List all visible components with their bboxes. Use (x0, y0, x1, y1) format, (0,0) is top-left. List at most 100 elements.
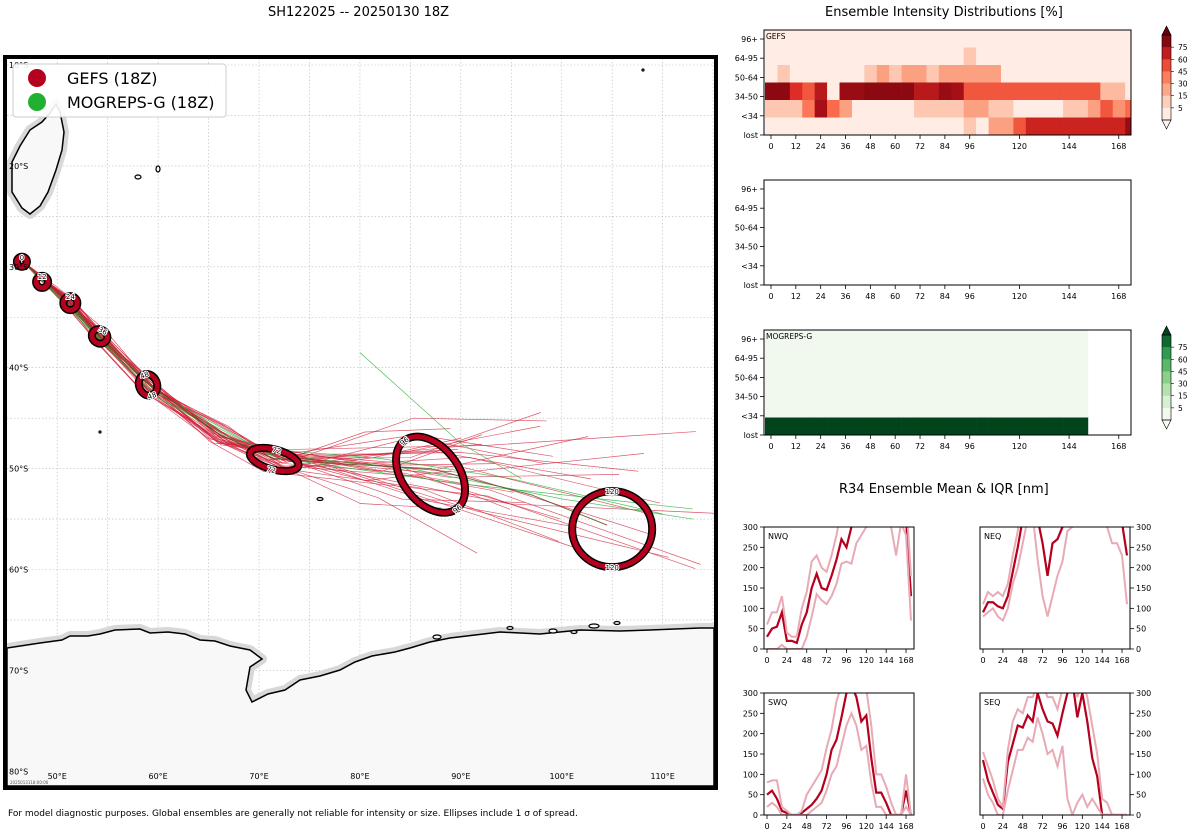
y-tick-label: 200 (1136, 564, 1151, 573)
x-tick-label: 120 (1012, 142, 1027, 151)
r34-lines (982, 527, 1129, 623)
heatmap-cell (827, 417, 840, 436)
heatmap-cell (1112, 117, 1126, 136)
heatmap-cell (802, 47, 815, 66)
heatmap-cell (901, 100, 915, 118)
heatmap-cell (876, 100, 890, 118)
heatmap-cell (1063, 117, 1076, 136)
heatmap-cell (963, 65, 977, 83)
heatmap-cell (914, 365, 927, 383)
y-tick-label: 150 (743, 584, 758, 593)
heatmap-cell (1125, 82, 1131, 101)
y-tick-label: 0 (1136, 645, 1141, 654)
heatmap-cell (814, 82, 828, 101)
heatmap-cell (827, 65, 840, 83)
legend-mogreps-marker (28, 93, 46, 111)
heatmap-cell (1050, 365, 1064, 383)
island (432, 634, 442, 640)
heatmap-cell (1075, 82, 1089, 101)
x-tick-label: 0 (768, 292, 773, 301)
r34-panel-seq: SEQ 0 50 100 150 200 250 300 0 24 48 72 96 120 144 168 (979, 689, 1151, 831)
heatmap-cell (864, 347, 878, 366)
ellipse-12h: 12 (32, 271, 53, 292)
heatmap-cell (976, 365, 989, 383)
heatmap-cell (789, 365, 803, 383)
heatmap-cell (938, 330, 952, 348)
heatmap-cell (1038, 347, 1051, 366)
heatmap-cell (864, 100, 878, 118)
heatmap-cell (876, 65, 890, 83)
heatmap-cell (1038, 382, 1051, 401)
gefs-member-track (21, 260, 541, 459)
x-tick-label: 36 (840, 292, 850, 301)
heatmap-cell (951, 417, 965, 436)
heatmap-cell (1063, 100, 1076, 118)
heatmap-cell (1125, 47, 1131, 66)
heatmap-cell (901, 47, 915, 66)
heatmap-cell (1100, 100, 1114, 118)
colorbar-tick-label: 15 (1178, 392, 1188, 401)
lon-label: 70°E (249, 772, 268, 781)
x-tick-label: 96 (965, 142, 975, 151)
heatmap-cell (988, 347, 1002, 366)
x-tick-label: 120 (1075, 822, 1090, 831)
x-tick-label: 168 (1111, 292, 1126, 301)
ellipse-24h: 24 (59, 292, 82, 315)
lat-label: 60°S (9, 566, 28, 575)
legend-gefs-label: GEFS (18Z) (67, 69, 157, 88)
r34-iqr-line (766, 693, 912, 815)
gefs-member-track (21, 260, 660, 504)
mogreps-member-track (359, 352, 522, 479)
heatmap-cell (926, 365, 940, 383)
x-tick-label: 120 (1012, 292, 1027, 301)
r34-panel-label: NWQ (768, 532, 788, 541)
heatmap-cell (938, 47, 952, 66)
x-tick-label: 72 (915, 292, 925, 301)
gefs-member-track (21, 260, 451, 462)
heatmap-cell (889, 347, 902, 366)
heatmap-cell (814, 330, 828, 348)
heatmap-cell (1050, 382, 1064, 401)
gefs-member-track (21, 260, 482, 455)
heatmap-cell (876, 400, 890, 418)
x-tick-label: 60 (890, 292, 900, 301)
ellipse-label: 72 (271, 446, 282, 456)
heatmap-cell (901, 117, 915, 136)
heatmap-cell (1075, 30, 1089, 48)
heatmap-cell (1013, 330, 1027, 348)
heatmap-cell (1000, 365, 1014, 383)
heatmap-cell (1013, 417, 1027, 436)
heatmap-cell (1075, 417, 1089, 436)
heatmap-cell (951, 400, 965, 418)
heatmap-cell (1000, 417, 1014, 436)
heatmap-cell (988, 65, 1002, 83)
y-tick-label: 0 (753, 645, 758, 654)
heatmap-cell (963, 365, 977, 383)
r34-panel-nwq: NWQ 0 50 100 150 200 250 300 0 24 48 72 96 120 144 168 (743, 523, 915, 665)
x-tick-label: 72 (821, 656, 831, 665)
y-tick-label: 100 (743, 604, 758, 613)
heatmap-cell (802, 347, 815, 366)
heatmap-cell (889, 330, 902, 348)
heatmap-cell (789, 117, 803, 136)
heatmap-cell (814, 47, 828, 66)
heatmap-cell (1013, 365, 1027, 383)
colorbar-frame (1161, 334, 1172, 421)
heatmap-cell (814, 365, 828, 383)
colorbar-segment (1162, 335, 1171, 348)
heatmap-cell (1013, 82, 1027, 101)
heatmap-cell (827, 400, 840, 418)
x-tick-label: 72 (1037, 822, 1047, 831)
heatmap-cell (926, 400, 940, 418)
heatmap-cell (802, 400, 815, 418)
heatmap-cell (976, 400, 989, 418)
heatmap-cell (1075, 117, 1089, 136)
x-tick-label: 144 (1061, 292, 1076, 301)
colorbar-segment (1162, 107, 1171, 121)
island (155, 165, 161, 173)
heatmap-cell (951, 82, 965, 101)
x-tick-label: 24 (816, 442, 826, 451)
heatmap-cell (1063, 347, 1076, 366)
heatmap-cell (1075, 47, 1089, 66)
colorbar-tick-label: 5 (1178, 104, 1183, 113)
